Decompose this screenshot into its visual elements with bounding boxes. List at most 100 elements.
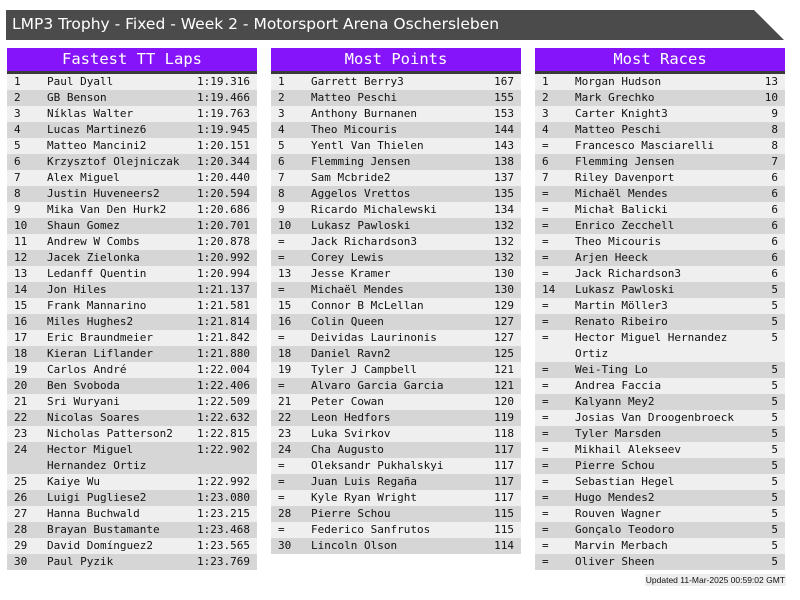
- driver-name-cell: Cha Augusto: [311, 443, 384, 456]
- driver-name-cell: Miles Hughes2: [47, 315, 134, 328]
- table-row: 7 Sam Mcbride2 137: [271, 170, 521, 186]
- driver-name-cell: Lukasz Pawloski: [311, 219, 411, 232]
- value-cell: 6: [771, 251, 778, 264]
- driver-name-cell: Oliver Sheen: [575, 555, 655, 568]
- rank-cell: 4: [278, 123, 285, 136]
- driver-name-cell: Mika Van Den Hurk2: [47, 203, 167, 216]
- driver-name-cell: Theo Micouris: [311, 123, 398, 136]
- table-row: 10 Lukasz Pawloski 132: [271, 218, 521, 234]
- value-cell: 1:22.509: [197, 395, 250, 408]
- table-row: 21 Peter Cowan 120: [271, 394, 521, 410]
- rank-cell: 1: [14, 75, 21, 88]
- value-cell: 1:20.992: [197, 251, 250, 264]
- table-row: = Tyler Marsden 5: [535, 426, 785, 442]
- value-cell: 5: [771, 331, 778, 344]
- rank-cell: 3: [278, 107, 285, 120]
- table-row: = Jack Richardson3 6: [535, 266, 785, 282]
- rank-cell: =: [278, 523, 285, 536]
- driver-name-cell: Renato Ribeiro: [575, 315, 668, 328]
- table-row: = Hugo Mendes2 5: [535, 490, 785, 506]
- panel-heading: Most Points: [271, 48, 521, 74]
- driver-name-cell: Yentl Van Thielen: [311, 139, 424, 152]
- table-row: 18 Daniel Ravn2 125: [271, 346, 521, 362]
- driver-name-cell: Níklas Walter: [47, 107, 134, 120]
- table-row: = Andrea Faccia 5: [535, 378, 785, 394]
- rank-cell: 22: [14, 411, 28, 424]
- rank-cell: 30: [14, 555, 28, 568]
- driver-name-cell: Sri Wuryani: [47, 395, 120, 408]
- table-row: 2 Matteo Peschi 155: [271, 90, 521, 106]
- rank-cell: 23: [14, 427, 28, 440]
- value-cell: 1:20.440: [197, 171, 250, 184]
- table-row: 2 GB Benson 1:19.466: [7, 90, 257, 106]
- rank-cell: 5: [278, 139, 285, 152]
- driver-name-cell: Kyle Ryan Wright: [311, 491, 417, 504]
- rank-cell: 27: [14, 507, 28, 520]
- table-row: = Corey Lewis 132: [271, 250, 521, 266]
- value-cell: 1:21.842: [197, 331, 250, 344]
- value-cell: 127: [494, 331, 514, 344]
- rank-cell: 3: [14, 107, 21, 120]
- value-cell: 125: [494, 347, 514, 360]
- value-cell: 144: [494, 123, 514, 136]
- table-row: = Mikhail Alekseev 5: [535, 442, 785, 458]
- driver-name-cell: Shaun Gomez: [47, 219, 120, 232]
- value-cell: 1:22.632: [197, 411, 250, 424]
- table-row: = Pierre Schou 5: [535, 458, 785, 474]
- value-cell: 132: [494, 251, 514, 264]
- rank-cell: 6: [542, 155, 549, 168]
- rank-cell: 21: [14, 395, 28, 408]
- table-row: 22 Nicolas Soares 1:22.632: [7, 410, 257, 426]
- value-cell: 1:21.581: [197, 299, 250, 312]
- value-cell: 8: [771, 123, 778, 136]
- rank-cell: =: [542, 539, 549, 552]
- table-row: 1 Paul Dyall 1:19.316: [7, 74, 257, 90]
- driver-name-cell: Deividas Laurinonis: [311, 331, 437, 344]
- rank-cell: 12: [14, 251, 28, 264]
- value-cell: 135: [494, 187, 514, 200]
- rank-cell: 26: [14, 491, 28, 504]
- table-row: = Juan Luis Regaña 117: [271, 474, 521, 490]
- driver-name-cell: Ledanff Quentin: [47, 267, 147, 280]
- value-cell: 137: [494, 171, 514, 184]
- table-row: 6 Krzysztof Olejniczak 1:20.344: [7, 154, 257, 170]
- table-row: = Michał Balicki 6: [535, 202, 785, 218]
- table-row: = Josias Van Droogenbroeck 5: [535, 410, 785, 426]
- value-cell: 114: [494, 539, 514, 552]
- rank-cell: 18: [14, 347, 28, 360]
- value-cell: 5: [771, 491, 778, 504]
- driver-name-cell: Hector Miguel Hernandez Ortiz: [575, 331, 728, 360]
- driver-name-cell: Tyler Marsden: [575, 427, 662, 440]
- driver-name-cell: Josias Van Droogenbroeck: [575, 411, 734, 424]
- value-cell: 1:23.468: [197, 523, 250, 536]
- rank-cell: 22: [278, 411, 292, 424]
- table-row: 7 Riley Davenport 6: [535, 170, 785, 186]
- table-row: 4 Lucas Martinez6 1:19.945: [7, 122, 257, 138]
- table-row: 23 Luka Svirkov 118: [271, 426, 521, 442]
- value-cell: 5: [771, 283, 778, 296]
- rank-cell: =: [542, 331, 549, 344]
- table-row: = Enrico Zecchell 6: [535, 218, 785, 234]
- rank-cell: =: [542, 363, 549, 376]
- value-cell: 5: [771, 315, 778, 328]
- driver-name-cell: Eric Braundmeier: [47, 331, 153, 344]
- table-row: = Gonçalo Teodoro 5: [535, 522, 785, 538]
- table-row: 19 Carlos André 1:22.004: [7, 362, 257, 378]
- value-cell: 134: [494, 203, 514, 216]
- table-row: 21 Sri Wuryani 1:22.509: [7, 394, 257, 410]
- value-cell: 6: [771, 219, 778, 232]
- value-cell: 1:23.215: [197, 507, 250, 520]
- table-row: 29 David Domínguez2 1:23.565: [7, 538, 257, 554]
- driver-name-cell: Kaiye Wu: [47, 475, 100, 488]
- driver-name-cell: Pierre Schou: [311, 507, 391, 520]
- rank-cell: 6: [278, 155, 285, 168]
- driver-name-cell: GB Benson: [47, 91, 107, 104]
- table-row: 15 Frank Mannarino 1:21.581: [7, 298, 257, 314]
- value-cell: 118: [494, 427, 514, 440]
- value-cell: 1:19.316: [197, 75, 250, 88]
- driver-name-cell: Lincoln Olson: [311, 539, 398, 552]
- rank-cell: =: [278, 283, 285, 296]
- table-row: = Marvin Merbach 5: [535, 538, 785, 554]
- driver-name-cell: Theo Micouris: [575, 235, 662, 248]
- rank-cell: 1: [542, 75, 549, 88]
